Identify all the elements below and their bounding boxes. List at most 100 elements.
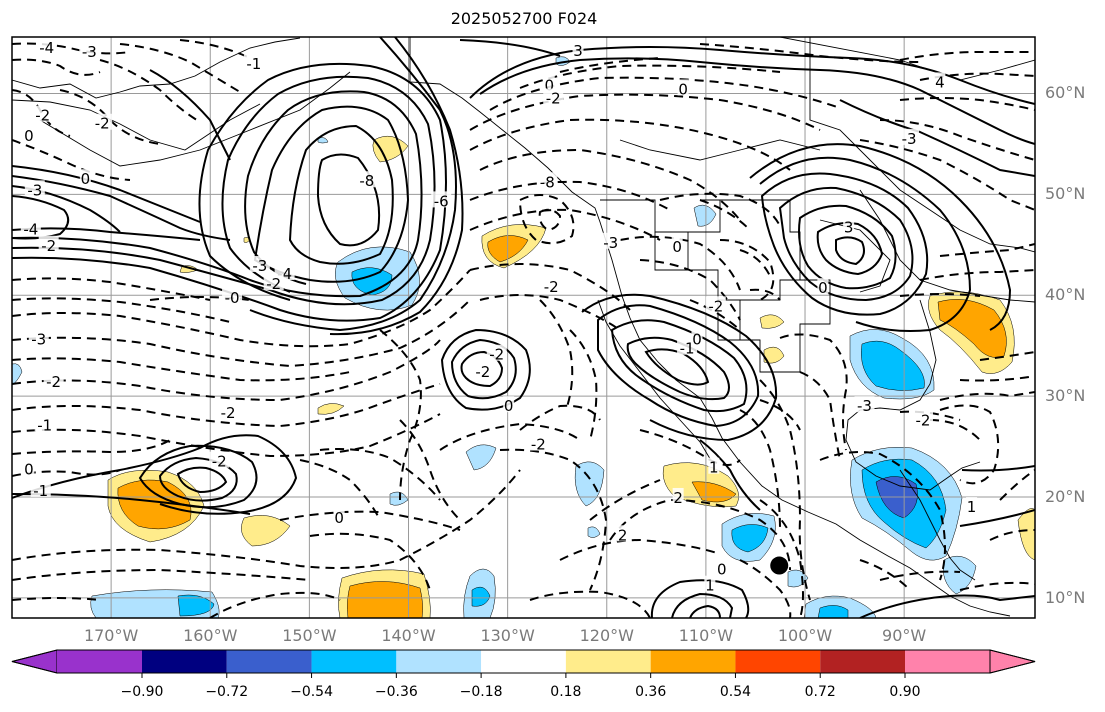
contour-label-background (543, 75, 555, 92)
contour-label: -2 (41, 237, 56, 255)
contour-label: 0 (717, 561, 727, 579)
contour-label: -1 (680, 340, 695, 358)
contour-label: -8 (359, 172, 374, 190)
contour-label: 0 (504, 397, 514, 415)
contour-label: -2 (95, 115, 110, 133)
contour-label: 2 (673, 489, 683, 507)
colorbar (11, 649, 1036, 678)
contour-label: -2 (212, 453, 227, 471)
contour-label-background (431, 191, 452, 208)
marker-dot (770, 556, 789, 575)
contour-label: 0 (818, 279, 828, 297)
contour-label: 0 (24, 461, 34, 479)
contour-label: -2 (708, 297, 723, 315)
contour-label: -3 (27, 181, 42, 199)
contour-label-background (843, 217, 855, 234)
contour-label-background (543, 88, 564, 105)
contour-label-background (503, 396, 515, 413)
colorbar-tick-label: −0.36 (374, 684, 418, 700)
colorbar-tick-label: 0.18 (550, 684, 582, 700)
contour-label: 2 (618, 526, 628, 544)
longitude-label: 120°W (579, 626, 634, 645)
contour-label: -0 (225, 289, 240, 307)
contour-label: -3 (31, 331, 46, 349)
contour-label-background (333, 508, 345, 525)
contour-label: 0 (544, 76, 554, 94)
contour-label: -3 (252, 257, 267, 275)
colorbar-segment (226, 650, 312, 673)
contour-label-background (43, 371, 64, 388)
contour-label: -2 (221, 404, 236, 422)
colorbar-segment (481, 650, 566, 673)
longitude-label: 150°W (282, 626, 337, 645)
colorbar-segment (905, 650, 990, 673)
longitude-label: 140°W (381, 626, 436, 645)
contour-label: -3 (857, 397, 872, 415)
colorbar-tick-label: 0.36 (635, 684, 667, 700)
contour-label: 3 (573, 42, 583, 60)
contour-label: 4 (935, 73, 945, 91)
contour-label-background (20, 219, 41, 236)
contour-label: -2 (531, 436, 546, 454)
contour-label-background (222, 288, 243, 305)
contour-label-background (528, 434, 549, 451)
contour-label-background (541, 277, 562, 294)
contour-label-background (600, 232, 621, 249)
contour-label: 0 (672, 238, 682, 256)
contour-label-background (708, 457, 720, 474)
contour-label: -3 (82, 43, 97, 61)
contour-label-background (79, 42, 100, 59)
colorbar-segment (565, 650, 651, 673)
colorbar-tick-label: −0.90 (120, 684, 164, 700)
contour-label: -1 (37, 416, 52, 434)
contour-label: 1 (967, 498, 977, 516)
contour-label-background (672, 487, 684, 504)
contour-label-background (677, 79, 689, 96)
contour-label: -2 (266, 275, 281, 293)
colorbar-tick-label: 0.90 (889, 684, 921, 700)
contour-label-background (912, 410, 933, 427)
map-frame (11, 36, 1036, 619)
contour-label-background (218, 403, 239, 420)
contour-label: -3 (902, 130, 917, 148)
contour-label-background (572, 41, 584, 58)
contour-label-background (472, 361, 493, 378)
contour-label-background (32, 105, 53, 122)
contour-labels: -4 -3-130-20 4-3-2 -200-3-4-2-8-6-3 -4-2-0-3… (20, 38, 978, 595)
colorbar-segment (735, 650, 821, 673)
contour-label: -3 (603, 234, 618, 252)
dashed-contours (12, 39, 1035, 618)
contour-label-background (691, 329, 703, 346)
colorbar-segment (311, 650, 397, 673)
contour-label-background (23, 459, 35, 476)
contour-label: 1 (709, 459, 719, 477)
contour-label-background (854, 396, 875, 413)
contour-label-background (30, 480, 51, 497)
contour-label-background (209, 451, 230, 468)
contour-label: -2 (475, 363, 490, 381)
contour-label-background (23, 125, 35, 142)
contour-label-background (79, 169, 91, 186)
contour-label-background (356, 171, 377, 188)
colorbar-extend-high (989, 649, 1036, 674)
contour-label: -2 (546, 90, 561, 108)
contour-label-background (934, 72, 946, 89)
contour-label-background (243, 54, 264, 71)
contour-label-background (705, 296, 726, 313)
contour-label-background (966, 497, 978, 514)
latitude-label: 40°N (1045, 285, 1086, 305)
longitude-label: 160°W (183, 626, 238, 645)
contour-label: -4 (39, 39, 54, 57)
map-title: 2025052700 F024 (450, 9, 598, 28)
contour-label: -2 (544, 278, 559, 296)
contour-label: -8 (540, 173, 555, 191)
contour-label: 3 (844, 219, 854, 237)
longitude-label: 130°W (480, 626, 535, 645)
contour-label: 1 (705, 577, 715, 595)
colorbar-tick-label: −0.72 (205, 684, 249, 700)
contour-label-background (249, 255, 270, 272)
contour-label: 0 (678, 80, 688, 98)
contour-label: -1 (33, 482, 48, 500)
colorbar-tick-label: 0.54 (719, 684, 752, 700)
